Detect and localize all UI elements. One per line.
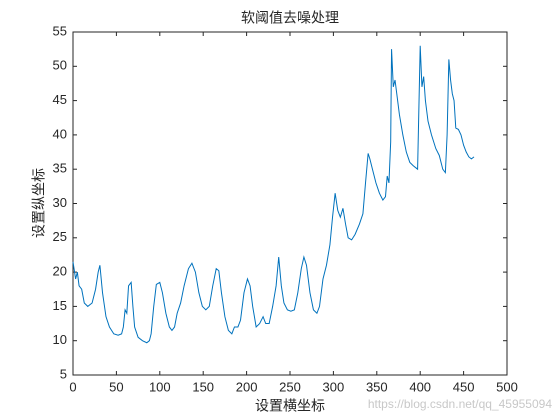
y-tick-label: 35 xyxy=(53,161,67,176)
x-tick-label: 350 xyxy=(366,379,388,394)
x-tick-label: 450 xyxy=(453,379,475,394)
y-tick-label: 20 xyxy=(53,264,67,279)
x-tick-label: 150 xyxy=(192,379,214,394)
x-tick-label: 400 xyxy=(409,379,431,394)
watermark: https://blog.csdn.net/qq_45955094 xyxy=(368,397,552,411)
data-line xyxy=(72,45,475,344)
y-axis-label: 设置纵坐标 xyxy=(31,168,47,238)
x-tick-label: 250 xyxy=(279,379,301,394)
y-tick-label: 40 xyxy=(53,126,67,141)
y-tick-label: 50 xyxy=(53,58,67,73)
y-tick-label: 5 xyxy=(60,366,67,381)
y-tick-label: 10 xyxy=(53,332,67,347)
y-tick-label: 45 xyxy=(53,92,67,107)
x-tick-label: 50 xyxy=(109,379,123,394)
x-tick-label: 300 xyxy=(323,379,345,394)
y-tick-label: 15 xyxy=(53,298,67,313)
plot-box xyxy=(72,31,508,376)
y-tick-label: 30 xyxy=(53,195,67,210)
chart-title: 软阈值去噪处理 xyxy=(241,10,339,26)
x-tick-label: 500 xyxy=(496,379,518,394)
x-tick-label: 0 xyxy=(69,379,76,394)
x-axis-label: 设置横坐标 xyxy=(255,398,325,414)
x-tick-label: 100 xyxy=(149,379,171,394)
y-tick-label: 25 xyxy=(53,229,67,244)
y-tick-label: 55 xyxy=(53,23,67,38)
x-tick-label: 200 xyxy=(236,379,258,394)
